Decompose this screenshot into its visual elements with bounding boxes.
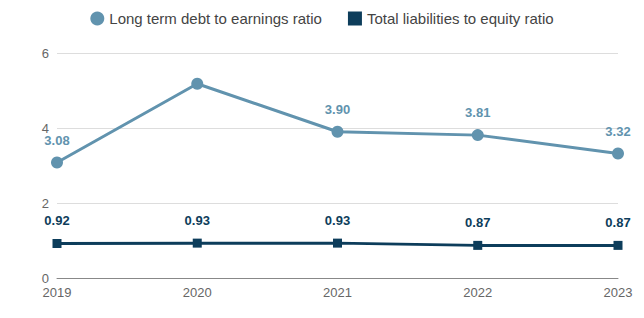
svg-text:2019: 2019 bbox=[43, 285, 72, 300]
svg-text:2022: 2022 bbox=[463, 285, 492, 300]
svg-text:0.93: 0.93 bbox=[325, 213, 350, 228]
svg-text:2023: 2023 bbox=[604, 285, 633, 300]
svg-text:Long term debt to earnings rat: Long term debt to earnings ratio bbox=[109, 10, 322, 27]
svg-text:0.93: 0.93 bbox=[185, 213, 210, 228]
svg-text:3.32: 3.32 bbox=[605, 124, 630, 139]
svg-text:2020: 2020 bbox=[183, 285, 212, 300]
svg-text:4: 4 bbox=[41, 120, 49, 136]
svg-text:3.90: 3.90 bbox=[325, 102, 350, 117]
svg-text:0: 0 bbox=[42, 271, 49, 286]
svg-text:0.87: 0.87 bbox=[465, 215, 490, 230]
svg-text:6: 6 bbox=[42, 46, 49, 61]
svg-text:3.81: 3.81 bbox=[465, 105, 490, 120]
svg-text:0.92: 0.92 bbox=[44, 213, 69, 228]
svg-text:2021: 2021 bbox=[323, 285, 352, 300]
svg-text:3.08: 3.08 bbox=[44, 133, 69, 148]
svg-text:0.87: 0.87 bbox=[605, 215, 630, 230]
svg-text:Total liabilities to equity ra: Total liabilities to equity ratio bbox=[367, 10, 554, 27]
svg-text:2: 2 bbox=[42, 196, 49, 211]
